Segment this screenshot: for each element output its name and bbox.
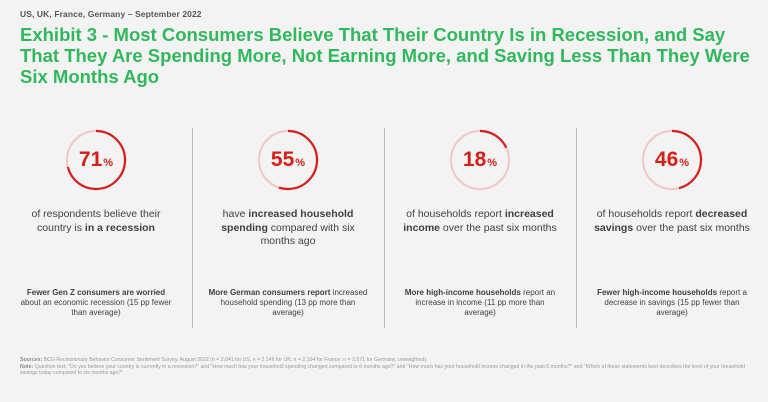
stat-panel: 46% of households report decreased saving… <box>576 128 768 317</box>
percent-label: 55% <box>256 128 320 192</box>
note-run: about an economic recession (15 pp fewer… <box>20 298 172 317</box>
panel-divider <box>192 128 193 328</box>
sources-text: BCG Recessionary Behavior Consumer Senti… <box>43 357 428 363</box>
description-run: of households report <box>596 208 696 220</box>
note-run: worried <box>136 288 166 297</box>
percent-symbol: % <box>103 157 114 169</box>
sources-label: Sources: <box>20 357 43 363</box>
percent-value: 18 <box>462 148 487 171</box>
note-run: Fewer Gen Z consumers are <box>26 288 137 297</box>
note-line: Note: Question text: "Do you believe you… <box>20 364 760 377</box>
stat-panels: 71% of respondents believe their country … <box>0 128 768 338</box>
stat-description: of respondents believe their country is … <box>16 208 176 235</box>
stat-note: More German consumers report increased h… <box>208 288 368 318</box>
description-run: have <box>222 208 249 220</box>
ring-value-arc <box>641 129 703 191</box>
percent-label: 46% <box>640 128 704 192</box>
note-run: More high-income households <box>404 288 521 297</box>
description-run: believe their country <box>37 208 161 234</box>
stat-description: of households report increased income ov… <box>400 208 560 235</box>
note-run: More German consumers report <box>208 288 331 297</box>
ring-svg <box>257 129 319 191</box>
percent-label: 18% <box>448 128 512 192</box>
description-run: is <box>74 221 85 234</box>
description-run: over the past six months <box>440 221 557 234</box>
description-run: of respondents <box>31 208 101 220</box>
stat-panel: 18% of households report increased income… <box>384 128 576 317</box>
percent-ring: 46% <box>640 128 704 192</box>
note-label: Note: <box>20 363 34 370</box>
header: US, UK, France, Germany – September 2022… <box>20 9 750 87</box>
description-run: of households report <box>406 208 505 220</box>
panel-divider <box>384 128 385 328</box>
stat-description: have increased household spending compar… <box>208 208 368 249</box>
ring-svg <box>449 129 511 191</box>
exhibit-title: Exhibit 3 - Most Consumers Believe That … <box>20 24 750 87</box>
description-run: over the past six months <box>633 221 750 234</box>
percent-ring: 55% <box>256 128 320 192</box>
ring-value-arc <box>257 129 319 191</box>
ring-value-arc <box>449 129 511 191</box>
ring-svg <box>65 129 127 191</box>
description-run: increased income <box>403 208 554 234</box>
percent-symbol: % <box>679 157 690 169</box>
eyebrow: US, UK, France, Germany – September 2022 <box>20 9 202 19</box>
note-run: Fewer high-income households <box>597 288 718 297</box>
ring-value-arc <box>65 129 127 191</box>
percent-ring: 18% <box>448 128 512 192</box>
percent-ring: 71% <box>64 128 128 192</box>
footer: Sources: BCG Recessionary Behavior Consu… <box>20 357 760 377</box>
stat-description: of households report decreased savings o… <box>592 208 752 235</box>
note-run: increased household spending (13 pp more… <box>220 288 368 317</box>
description-run: increased household spending <box>221 208 354 234</box>
percent-symbol: % <box>295 157 306 169</box>
ring-svg <box>641 129 703 191</box>
percent-value: 46 <box>654 148 679 171</box>
stat-panel: 55% have increased household spending com… <box>192 128 384 317</box>
stat-note: More high-income households report an in… <box>400 288 560 318</box>
percent-label: 71% <box>64 128 128 192</box>
stat-note: Fewer Gen Z consumers are worried about … <box>16 288 176 318</box>
percent-value: 71 <box>78 148 103 171</box>
sources-line: Sources: BCG Recessionary Behavior Consu… <box>20 357 760 364</box>
note-text: Question text: "Do you believe your coun… <box>20 363 746 377</box>
stat-note: Fewer high-income households report a de… <box>592 288 752 318</box>
description-run: decreased savings <box>594 208 748 234</box>
percent-symbol: % <box>487 157 498 169</box>
description-run: compared with six months ago <box>260 221 355 248</box>
description-run: in a recession <box>84 221 155 234</box>
stat-panel: 71% of respondents believe their country … <box>0 128 192 317</box>
note-run: report a decrease in savings (15 pp fewe… <box>604 288 747 317</box>
panel-divider <box>576 128 577 328</box>
percent-value: 55 <box>270 148 295 171</box>
note-run: report an increase in income (11 pp more… <box>415 288 556 317</box>
